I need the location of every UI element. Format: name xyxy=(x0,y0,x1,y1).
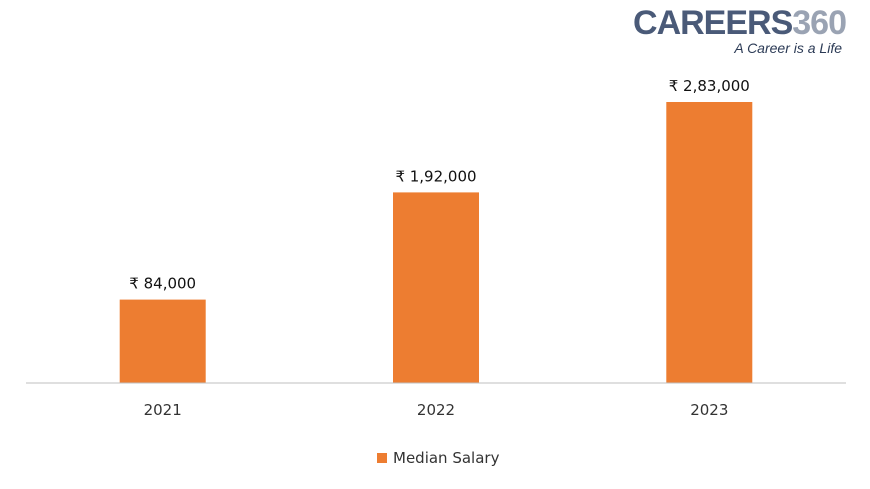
legend: Median Salary xyxy=(377,449,500,467)
legend-swatch xyxy=(377,453,387,463)
x-tick-label-2022: 2022 xyxy=(417,401,455,419)
careers360-logo: CAREERS360 A Career is a Life xyxy=(633,4,847,56)
x-tick-label-2023: 2023 xyxy=(690,401,728,419)
x-tick-label-2021: 2021 xyxy=(144,401,182,419)
data-labels-group: ₹ 84,000 ₹ 1,92,000 ₹ 2,83,000 xyxy=(129,77,750,293)
bar-2021 xyxy=(119,299,206,383)
data-label-2023: ₹ 2,83,000 xyxy=(669,77,750,95)
x-tick-labels-group: 2021 2022 2023 xyxy=(144,401,729,419)
logo-number: 360 xyxy=(792,4,847,42)
bar-2023 xyxy=(666,102,753,383)
data-label-2021: ₹ 84,000 xyxy=(129,275,196,293)
logo-tagline: A Career is a Life xyxy=(734,40,842,56)
bar-2022 xyxy=(393,192,479,383)
logo-wordmark: CAREERS360 xyxy=(633,4,847,42)
logo-word: CAREERS xyxy=(633,4,793,42)
bars-group xyxy=(119,102,753,383)
legend-label: Median Salary xyxy=(393,449,500,467)
data-label-2022: ₹ 1,92,000 xyxy=(395,167,476,185)
